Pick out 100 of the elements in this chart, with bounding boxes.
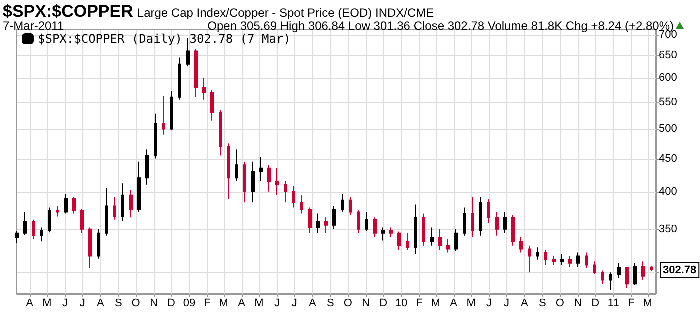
- x-tick-label: M: [431, 298, 440, 310]
- candlestick: [219, 110, 222, 156]
- candlestick: [357, 209, 360, 234]
- candlestick: [202, 78, 206, 100]
- x-tick-label: M: [254, 298, 264, 310]
- x-tick-label: J: [274, 298, 280, 310]
- candlestick: [97, 228, 100, 260]
- candlestick: [609, 272, 612, 290]
- y-tick-label: 400: [659, 186, 678, 198]
- candlestick: [113, 197, 116, 220]
- candlestick: [560, 254, 564, 266]
- candlestick: [373, 217, 377, 238]
- candlestick: [227, 143, 230, 200]
- candlestick: [381, 227, 385, 242]
- candlestick: [72, 197, 76, 214]
- candlestick: [536, 247, 539, 260]
- candlestick: [641, 261, 645, 281]
- candlestick: [32, 219, 35, 240]
- candlestick: [406, 232, 409, 251]
- candlestick: [389, 227, 393, 238]
- candlestick: [129, 190, 133, 218]
- x-tick-label: A: [26, 298, 34, 310]
- candlestick: [292, 186, 295, 208]
- candlestick: [446, 238, 450, 254]
- candlestick: [576, 252, 580, 268]
- x-tick-label: J: [486, 298, 492, 310]
- candlestick: [105, 188, 108, 236]
- candlestick: [15, 230, 19, 244]
- x-tick-label: J: [292, 298, 298, 310]
- x-tick-label: A: [96, 298, 105, 310]
- candlestick: [341, 193, 344, 213]
- candlestick: [471, 197, 474, 238]
- candlestick: [210, 89, 214, 122]
- x-tick-label: A: [521, 298, 530, 310]
- candlestick: [617, 262, 621, 279]
- x-tick-label: M: [219, 298, 228, 310]
- candlestick: [650, 266, 653, 272]
- x-tick-label: O: [344, 298, 353, 310]
- x-tick-label: S: [114, 298, 122, 310]
- candlestick: [137, 161, 141, 213]
- y-tick-label: 600: [659, 72, 678, 84]
- x-tick-label: N: [574, 298, 582, 310]
- candlestick: [568, 256, 572, 268]
- candlestick: [88, 227, 92, 268]
- x-tick-label: D: [592, 298, 600, 310]
- candlestick: [414, 204, 417, 256]
- candlestick: [178, 57, 181, 100]
- x-tick-label: F: [416, 298, 424, 310]
- annotation: 302.78: [663, 264, 697, 277]
- candlestick: [308, 207, 312, 234]
- x-tick-label: D: [168, 298, 176, 310]
- x-tick-label: M: [643, 298, 652, 310]
- candlestick: [300, 194, 303, 214]
- candlestick: [251, 161, 255, 204]
- candlestick: [332, 206, 336, 230]
- candlestick: [463, 207, 466, 236]
- candlestick: [365, 212, 368, 232]
- candlestick: [487, 198, 490, 224]
- candlestick: [479, 197, 482, 236]
- candlestick: [511, 214, 515, 246]
- candlestick: [162, 96, 165, 136]
- x-tick-label: M: [466, 298, 476, 310]
- candlestick: [64, 193, 68, 214]
- candlestick: [585, 252, 588, 268]
- candlestick: [243, 161, 246, 204]
- x-tick-label: J: [62, 298, 68, 310]
- candlestick: [316, 213, 320, 234]
- candlestick: [267, 164, 271, 192]
- x-tick-label: O: [132, 298, 141, 310]
- candlestick: [438, 228, 442, 251]
- legend-label: $SPX:$COPPER (Daily) 302.78 (7 Mar): [38, 32, 291, 46]
- candlestick: [170, 90, 173, 131]
- y-tick-label: 650: [659, 50, 678, 62]
- x-tick-label: N: [150, 298, 158, 310]
- candlestick: [601, 270, 604, 285]
- candlestick: [56, 206, 59, 218]
- candlestick: [349, 197, 352, 216]
- candlestick: [186, 38, 190, 68]
- y-tick-label: 450: [659, 152, 678, 165]
- candlestick: [430, 227, 434, 246]
- candlestick: [80, 208, 84, 234]
- candlestick: [324, 217, 328, 234]
- candlestick: [275, 168, 279, 196]
- candlestick: [593, 261, 596, 275]
- candlestick: [625, 266, 629, 289]
- x-tick-label: 11: [608, 298, 620, 310]
- x-tick-label: S: [539, 298, 546, 310]
- candlestick: [422, 213, 425, 246]
- x-tick-label: N: [362, 298, 370, 310]
- y-tick-label: 700: [659, 28, 678, 41]
- candlestick: [544, 250, 547, 266]
- candlestick: [259, 157, 263, 182]
- x-tick-label: A: [450, 298, 458, 310]
- candlestick: [519, 236, 523, 254]
- candlestick: [235, 149, 238, 182]
- x-tick-label: D: [380, 298, 388, 310]
- chart-title: $SPX:$COPPER: [3, 2, 134, 21]
- x-tick-label: J: [80, 298, 86, 310]
- x-tick-label: M: [42, 298, 52, 310]
- x-tick-label: F: [628, 298, 636, 310]
